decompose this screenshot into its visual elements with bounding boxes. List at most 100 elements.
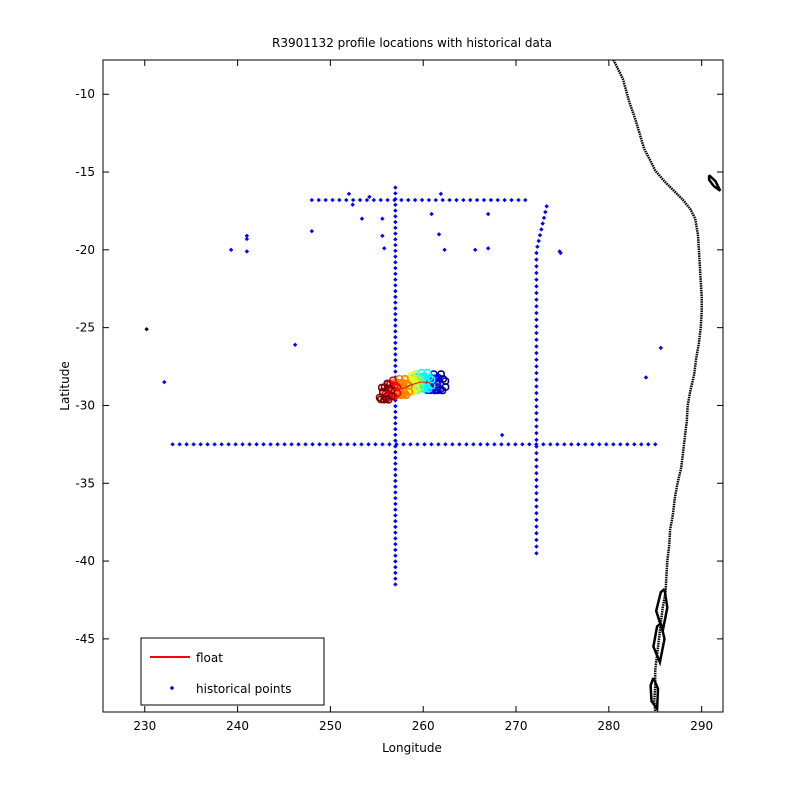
historical-point <box>534 477 539 483</box>
historical-point <box>212 442 217 447</box>
plot-frame <box>102 59 724 713</box>
historical-point <box>436 232 442 237</box>
historical-point <box>422 442 427 447</box>
historical-point <box>534 442 539 447</box>
historical-point <box>393 559 398 564</box>
historical-point <box>393 271 398 277</box>
historical-point <box>443 442 448 447</box>
historical-point <box>393 518 398 524</box>
historical-point <box>364 197 370 203</box>
float-profile-point <box>407 371 416 380</box>
historical-point <box>534 470 539 476</box>
historical-point <box>393 495 398 501</box>
historical-point <box>534 444 539 449</box>
historical-point <box>268 442 273 447</box>
historical-point <box>534 491 539 496</box>
historical-point <box>366 442 371 447</box>
historical-point <box>393 524 398 530</box>
historical-point <box>534 410 539 416</box>
historical-point <box>382 246 387 251</box>
historical-point <box>408 442 413 447</box>
historical-point <box>393 265 398 271</box>
historical-point <box>534 310 539 316</box>
x-tick-label: 280 <box>597 719 620 733</box>
historical-point <box>393 283 398 288</box>
float-profile-point <box>378 387 387 396</box>
historical-point <box>468 197 473 203</box>
historical-point <box>464 442 469 447</box>
historical-point <box>309 228 315 234</box>
historical-point <box>387 442 392 447</box>
float-profile-point <box>387 386 396 395</box>
historical-point <box>555 442 560 447</box>
historical-point <box>527 442 532 447</box>
legend-float-label: float <box>196 651 223 665</box>
historical-point <box>534 357 539 362</box>
historical-point <box>393 472 398 478</box>
historical-point <box>359 442 364 447</box>
historical-point <box>393 507 398 512</box>
historical-point <box>393 340 398 346</box>
historical-point <box>646 442 651 447</box>
historical-point <box>393 329 398 334</box>
historical-point <box>611 442 616 447</box>
historical-point <box>393 409 398 415</box>
historical-point <box>162 379 167 385</box>
historical-point <box>534 384 539 389</box>
historical-point <box>534 517 539 523</box>
historical-point <box>534 344 539 349</box>
historical-point <box>562 442 567 447</box>
float-profile-point <box>412 370 420 378</box>
historical-point <box>393 553 398 558</box>
historical-point <box>540 221 545 226</box>
historical-point <box>534 317 539 322</box>
historical-point <box>393 306 398 311</box>
historical-point <box>534 551 539 556</box>
historical-point <box>548 442 553 447</box>
historical-point <box>534 430 539 436</box>
historical-point <box>393 547 398 553</box>
historical-point <box>380 233 385 239</box>
historical-point <box>345 442 350 447</box>
historical-point <box>170 442 175 447</box>
historical-point <box>653 442 658 447</box>
historical-point <box>569 442 574 447</box>
historical-point <box>244 236 250 242</box>
historical-point <box>499 432 505 438</box>
historical-point <box>502 197 507 203</box>
historical-point <box>247 442 252 447</box>
historical-point <box>415 442 420 447</box>
historical-point <box>520 442 525 447</box>
historical-point <box>352 442 357 447</box>
historical-point <box>576 442 581 447</box>
historical-point <box>541 442 546 447</box>
historical-point <box>433 197 438 203</box>
historical-point <box>506 442 511 447</box>
historical-point <box>429 211 434 217</box>
historical-point <box>658 345 664 351</box>
historical-point <box>393 225 398 231</box>
historical-point <box>393 426 398 432</box>
historical-point <box>393 357 398 363</box>
historical-point <box>534 404 539 409</box>
x-tick-label: 250 <box>319 719 342 733</box>
historical-point <box>399 197 404 203</box>
historical-point <box>393 196 398 202</box>
historical-point <box>393 254 398 259</box>
coastline <box>612 59 703 713</box>
historical-point <box>240 442 245 447</box>
historical-point <box>330 197 335 203</box>
historical-point <box>393 334 398 340</box>
historical-point <box>534 417 539 423</box>
historical-point <box>393 478 398 484</box>
historical-point <box>261 442 266 447</box>
float-profile-point <box>416 377 425 385</box>
historical-point <box>393 484 398 489</box>
historical-point <box>393 202 398 208</box>
historical-point <box>393 536 398 541</box>
historical-point <box>558 250 563 256</box>
historical-point <box>471 442 476 447</box>
historical-point <box>393 323 398 328</box>
y-tick-label: -15 <box>75 165 95 179</box>
